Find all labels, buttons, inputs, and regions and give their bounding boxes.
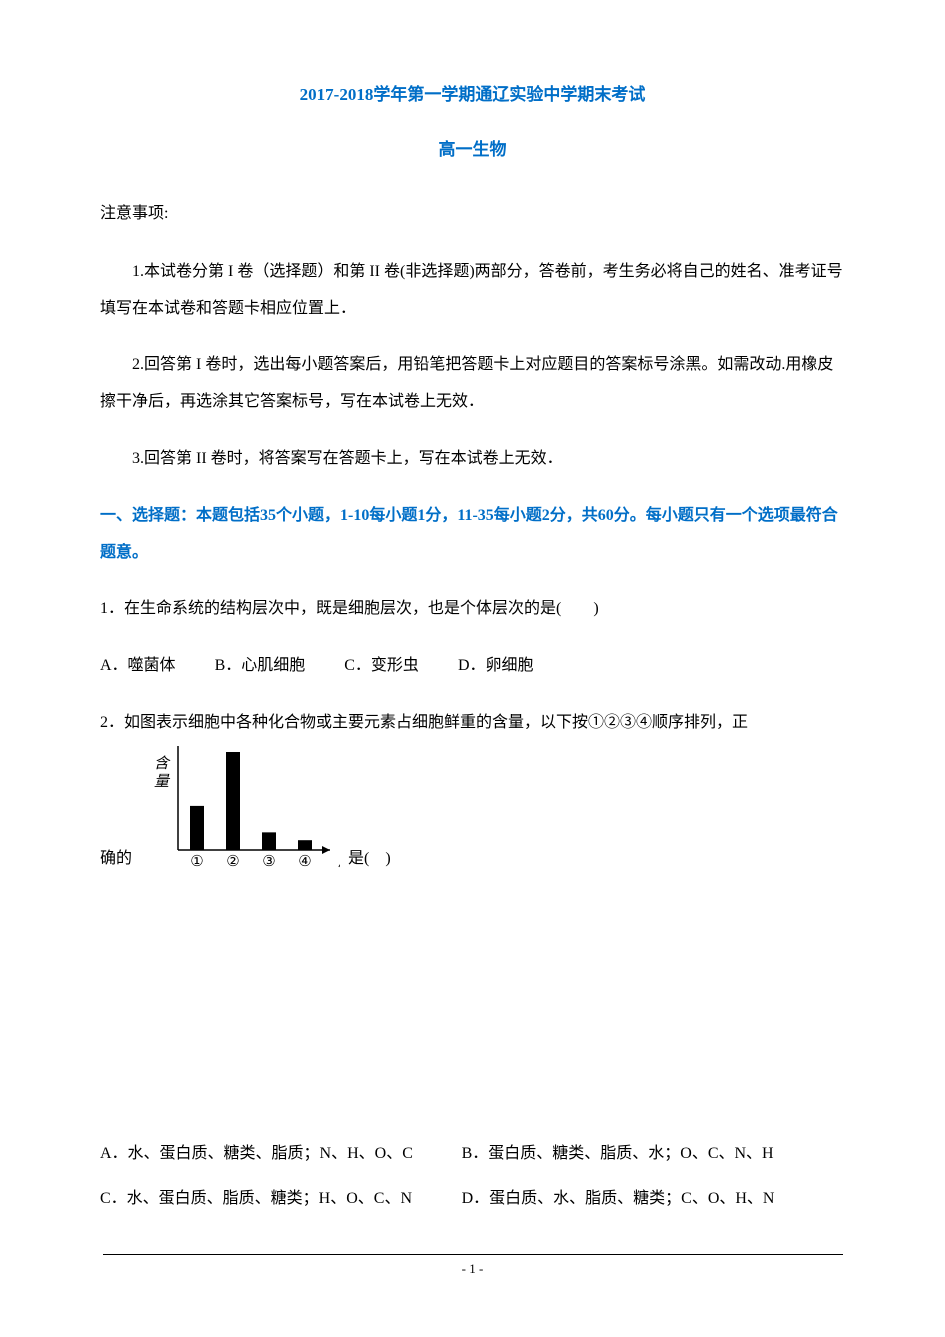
svg-text:④: ④ bbox=[298, 854, 311, 870]
section-1-header: 一、选择题：本题包括35个小题，1-10每小题1分，11-35每小题2分，共60… bbox=[100, 498, 845, 572]
q1-option-b: B．心肌细胞 bbox=[215, 648, 306, 685]
notice-item-1: 1.本试卷分第 I 卷（选择题）和第 II 卷(非选择题)两部分，答卷前，考生务… bbox=[100, 254, 845, 328]
q2-option-b: B．蛋白质、糖类、脂质、水；O、C、N、H bbox=[462, 1132, 820, 1177]
notice-label: 注意事项: bbox=[100, 200, 845, 229]
q2-option-d: D．蛋白质、水、脂质、糖类；C、O、H、N bbox=[462, 1177, 820, 1222]
svg-text:含: 含 bbox=[154, 755, 171, 772]
q2-prefix: 2．如图表示细胞中各种化合物或主要元素占细胞鲜重的含量，以下按①②③④顺序排列，… bbox=[100, 714, 748, 731]
question-2-text: 2．如图表示细胞中各种化合物或主要元素占细胞鲜重的含量，以下按①②③④顺序排列，… bbox=[100, 705, 845, 742]
exam-title-sub: 高一生物 bbox=[100, 135, 845, 160]
exam-title-main: 2017-2018学年第一学期通辽实验中学期末考试 bbox=[100, 80, 845, 105]
footer-divider bbox=[103, 1254, 843, 1255]
question-2-chart-row: 确的 含量 ① ② ③ ④ 成分 是( ) bbox=[100, 742, 845, 872]
bar-chart: 含量 ① ② ③ ④ 成分 bbox=[140, 742, 340, 872]
svg-text:③: ③ bbox=[262, 854, 275, 870]
svg-text:量: 量 bbox=[154, 773, 171, 790]
notice-item-3: 3.回答第 II 卷时，将答案写在答题卡上，写在本试卷上无效． bbox=[100, 441, 845, 478]
q1-option-a: A．噬菌体 bbox=[100, 648, 176, 685]
q2-text-right: 是( ) bbox=[348, 844, 391, 872]
q2-option-c: C．水、蛋白质、脂质、糖类；H、O、C、N bbox=[100, 1177, 458, 1222]
notice-item-2: 2.回答第 I 卷时，选出每小题答案后，用铅笔把答题卡上对应题目的答案标号涂黑。… bbox=[100, 347, 845, 421]
svg-text:②: ② bbox=[226, 854, 239, 870]
question-1-text: 1．在生命系统的结构层次中，既是细胞层次，也是个体层次的是( ) bbox=[100, 591, 845, 628]
bar-chart-svg: 含量 ① ② ③ ④ 成分 bbox=[140, 742, 340, 872]
svg-text:①: ① bbox=[190, 854, 203, 870]
q1-option-d: D．卵细胞 bbox=[458, 648, 534, 685]
page-footer: - 1 - bbox=[0, 1254, 945, 1277]
q2-text-left: 确的 bbox=[100, 844, 132, 872]
question-1-options: A．噬菌体 B．心肌细胞 C．变形虫 D．卵细胞 bbox=[100, 648, 845, 685]
q2-option-a: A．水、蛋白质、糖类、脂质；N、H、O、C bbox=[100, 1132, 458, 1177]
page-number: - 1 - bbox=[0, 1261, 945, 1277]
q1-option-c: C．变形虫 bbox=[344, 648, 419, 685]
svg-text:成分: 成分 bbox=[338, 853, 340, 870]
question-2-options: A．水、蛋白质、糖类、脂质；N、H、O、C B．蛋白质、糖类、脂质、水；O、C、… bbox=[100, 1132, 845, 1222]
